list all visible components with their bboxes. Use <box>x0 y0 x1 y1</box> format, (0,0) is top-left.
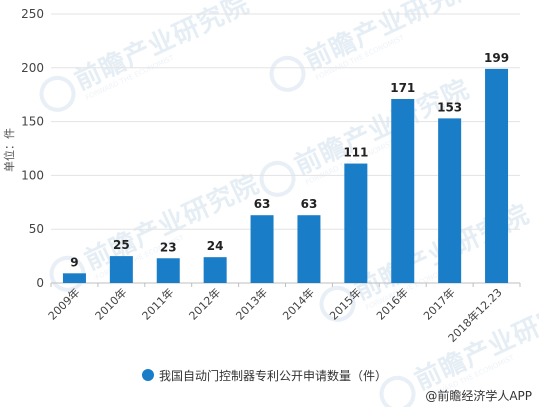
legend: 我国自动门控制器专利公开申请数量（件） <box>142 368 387 383</box>
bar <box>109 256 133 283</box>
x-tick-label: 2011年 <box>139 285 176 322</box>
x-tick-label: 2010年 <box>92 285 129 322</box>
bar <box>203 257 227 283</box>
y-tick-label: 250 <box>21 7 44 21</box>
data-label: 111 <box>343 146 368 160</box>
bar <box>156 258 180 283</box>
bar <box>250 215 274 283</box>
bar-series <box>62 68 509 283</box>
source-credit: @前瞻经济学人APP <box>425 388 532 403</box>
data-label: 25 <box>113 238 130 252</box>
data-label: 23 <box>160 240 177 254</box>
x-tick-label: 2017年 <box>420 285 457 322</box>
watermark-logo-icon <box>319 285 356 322</box>
data-label: 171 <box>390 81 415 95</box>
y-axis-label: 单位：件 <box>2 128 16 172</box>
data-label: 199 <box>484 51 509 65</box>
bar <box>297 215 321 283</box>
watermark-logo-icon <box>49 255 86 292</box>
legend-marker <box>142 369 154 381</box>
x-tick-label: 2014年 <box>280 285 317 322</box>
data-label: 24 <box>207 239 224 253</box>
watermark-logo-icon <box>39 75 76 112</box>
watermark-logo-icon <box>269 55 306 92</box>
bar <box>485 68 509 283</box>
watermark-logo-icon <box>259 160 296 197</box>
y-tick-label: 100 <box>21 168 44 182</box>
bar <box>344 163 368 283</box>
x-tick-label: 2013年 <box>233 285 270 322</box>
bar <box>438 118 462 283</box>
data-label: 153 <box>437 100 462 114</box>
x-axis-ticks: 2009年 2010年 2011年 2012年 2013年 2014年 2015年 2016年… <box>45 283 521 345</box>
data-label: 63 <box>254 197 271 211</box>
bar <box>62 273 86 283</box>
data-label: 9 <box>70 255 78 269</box>
y-axis-ticks: 0 50 100 150 200 250 <box>21 7 44 290</box>
legend-label: 我国自动门控制器专利公开申请数量（件） <box>159 368 387 383</box>
y-tick-label: 200 <box>21 61 44 75</box>
bar <box>391 99 415 283</box>
y-tick-label: 50 <box>29 222 44 236</box>
x-tick-label: 2012年 <box>186 285 223 322</box>
data-labels: 9 25 23 24 63 63 111 171 153 199 <box>70 51 509 269</box>
y-tick-label: 150 <box>21 115 44 129</box>
data-label: 63 <box>301 197 318 211</box>
y-tick-label: 0 <box>36 276 44 290</box>
